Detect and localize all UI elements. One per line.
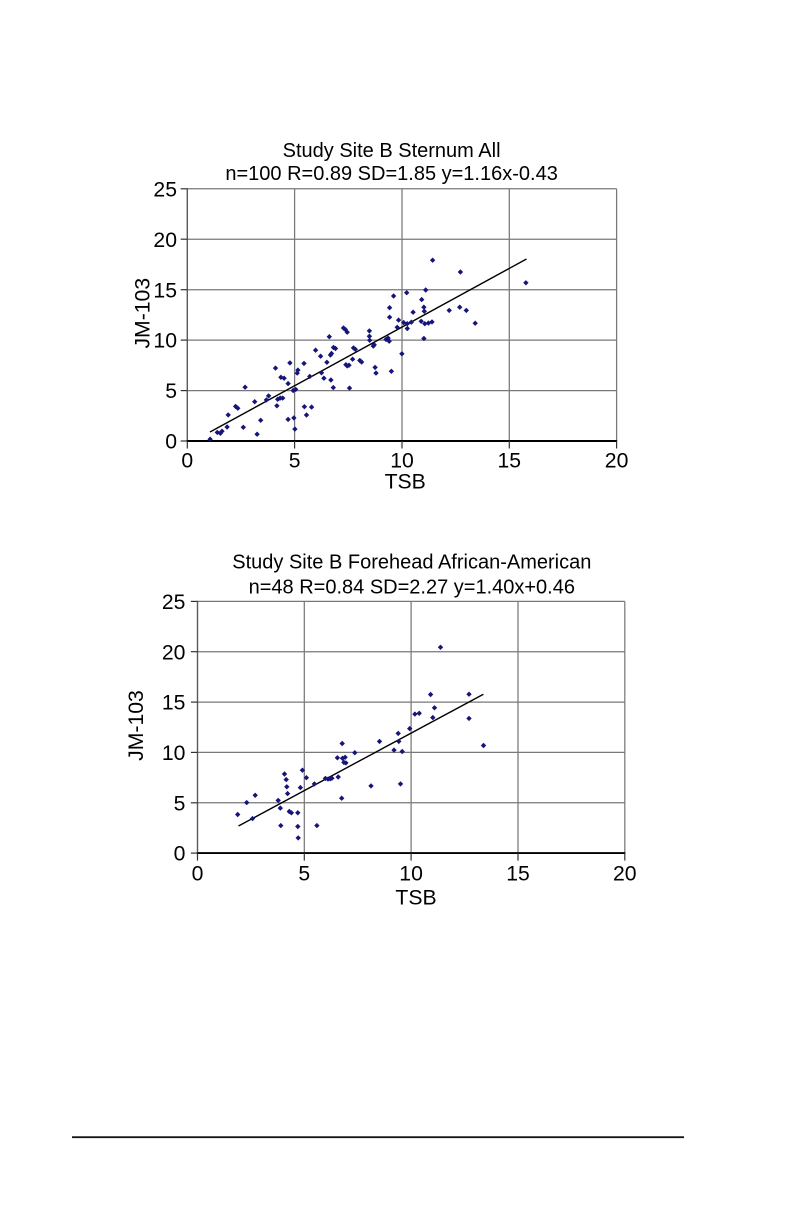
svg-text:5: 5: [298, 862, 310, 885]
svg-text:0: 0: [174, 843, 186, 866]
svg-text:25: 25: [153, 178, 177, 201]
svg-text:n=100 R=0.89 SD=1.85 y=1.16x-0: n=100 R=0.89 SD=1.85 y=1.16x-0.43: [225, 163, 557, 185]
svg-text:TSB: TSB: [395, 887, 436, 910]
svg-text:TSB: TSB: [385, 470, 426, 493]
svg-text:15: 15: [153, 279, 177, 302]
svg-text:JM-103: JM-103: [125, 690, 148, 761]
svg-text:15: 15: [506, 862, 530, 885]
svg-text:20: 20: [162, 641, 186, 664]
svg-text:n=48 R=0.84 SD=2.27 y=1.40x+0.: n=48 R=0.84 SD=2.27 y=1.40x+0.46: [249, 577, 575, 599]
svg-text:0: 0: [165, 431, 177, 454]
svg-text:5: 5: [165, 380, 177, 403]
svg-text:20: 20: [153, 229, 177, 252]
svg-text:0: 0: [192, 862, 204, 885]
svg-text:5: 5: [174, 792, 186, 815]
svg-text:Study Site B Forehead African-: Study Site B Forehead African-American: [232, 552, 591, 574]
svg-text:10: 10: [390, 449, 414, 472]
svg-text:Study Site B Sternum All: Study Site B Sternum All: [283, 140, 501, 162]
svg-text:20: 20: [613, 862, 637, 885]
svg-text:0: 0: [181, 449, 193, 472]
svg-text:15: 15: [498, 449, 522, 472]
svg-text:10: 10: [399, 862, 423, 885]
svg-text:10: 10: [162, 742, 186, 765]
svg-text:JM-103: JM-103: [131, 278, 154, 349]
svg-text:25: 25: [162, 591, 186, 614]
svg-text:20: 20: [605, 449, 629, 472]
svg-text:15: 15: [162, 692, 186, 715]
svg-text:5: 5: [289, 449, 301, 472]
svg-text:10: 10: [153, 330, 177, 353]
